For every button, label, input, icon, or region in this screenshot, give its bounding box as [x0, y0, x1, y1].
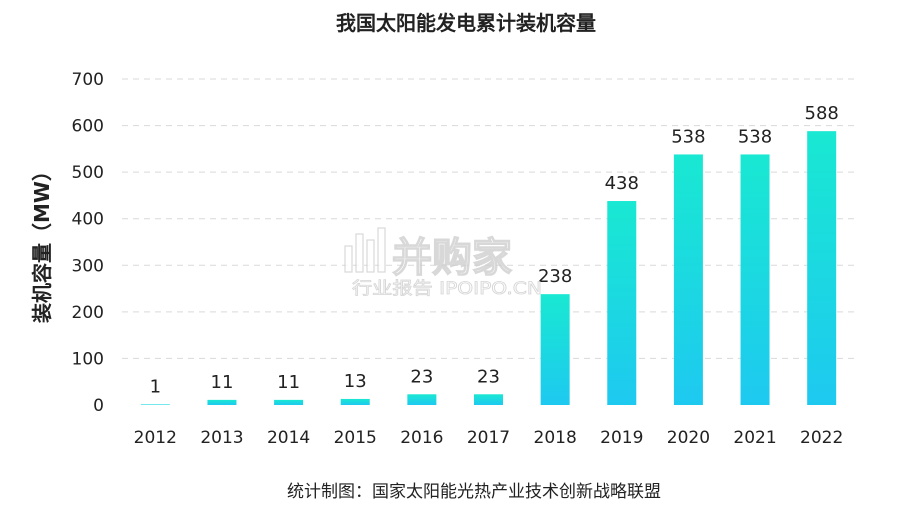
bar: [407, 394, 437, 405]
y-axis-label: 装机容量（MW）: [30, 161, 54, 324]
bar: [140, 404, 170, 405]
x-tick-label: 2018: [534, 428, 577, 448]
data-label: 438: [605, 173, 639, 194]
x-tick-label: 2020: [667, 428, 710, 448]
x-tick-label: 2019: [600, 428, 643, 448]
y-tick-label: 0: [93, 396, 104, 416]
bars: [140, 131, 837, 405]
source-note: 统计制图：国家太阳能光热产业技术创新战略联盟: [287, 482, 661, 502]
bar: [807, 131, 837, 405]
watermark: 并购家 行业报告 IPOIPO.CN: [344, 227, 542, 299]
x-tick-label: 2017: [467, 428, 510, 448]
bar: [474, 394, 503, 405]
data-label: 11: [277, 372, 300, 393]
bar: [740, 154, 770, 405]
bar: [540, 294, 570, 405]
x-tick-label: 2022: [800, 428, 843, 448]
x-tick-label: 2021: [733, 428, 776, 448]
x-tick-label: 2013: [200, 428, 243, 448]
y-tick-label: 300: [72, 256, 104, 276]
y-tick-label: 600: [72, 117, 104, 137]
bar: [274, 399, 304, 405]
y-tick-label: 200: [72, 303, 104, 323]
x-tick-labels: 2012 2013 2014 2015 2016 2017 2018 2019 2020 2021…: [134, 428, 844, 448]
bar: [673, 154, 703, 405]
watermark-main: 并购家: [392, 235, 512, 281]
y-tick-labels: 0 100 200 300 400 500 600 700: [72, 70, 104, 416]
bar: [607, 201, 637, 405]
bar: [340, 398, 370, 405]
data-label: 588: [805, 103, 839, 124]
data-label: 23: [477, 366, 500, 387]
gridlines: [122, 78, 855, 359]
y-tick-label: 100: [72, 349, 104, 369]
x-tick-label: 2015: [334, 428, 377, 448]
data-label: 23: [410, 366, 433, 387]
data-label: 13: [344, 371, 367, 392]
data-label: 1: [150, 377, 161, 398]
x-tick-label: 2014: [267, 428, 310, 448]
chart-title: 我国太阳能发电累计装机容量: [336, 11, 596, 35]
data-label: 238: [538, 266, 572, 287]
x-tick-label: 2012: [134, 428, 177, 448]
data-label: 538: [671, 126, 705, 147]
y-tick-label: 400: [72, 210, 104, 230]
watermark-logo-icon: [344, 227, 386, 273]
data-label: 538: [738, 126, 772, 147]
watermark-sub: 行业报告 IPOIPO.CN: [352, 279, 542, 299]
data-label: 11: [211, 372, 234, 393]
x-tick-label: 2016: [400, 428, 443, 448]
y-tick-label: 500: [72, 163, 104, 183]
y-tick-label: 700: [72, 70, 104, 90]
bar: [207, 399, 237, 405]
